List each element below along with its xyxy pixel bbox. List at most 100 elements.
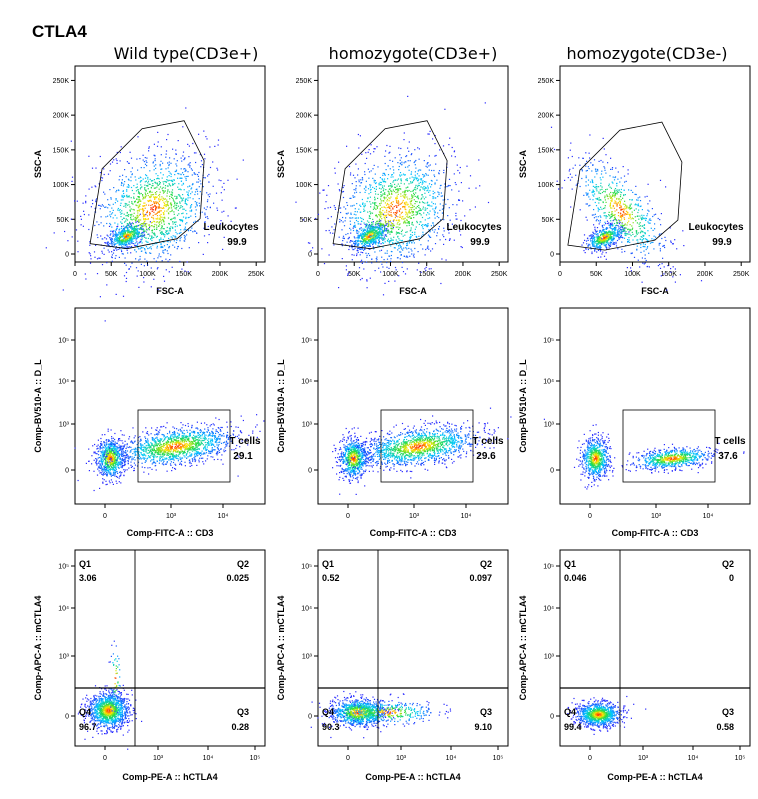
event-dot (615, 219, 617, 221)
event-dot (597, 239, 599, 241)
event-dot (399, 251, 401, 253)
event-dot (399, 159, 401, 161)
event-dot (144, 214, 146, 216)
event-dot (371, 235, 373, 237)
event-dot (166, 199, 168, 201)
event-dot (354, 222, 356, 224)
event-dot (126, 241, 128, 243)
event-dot (420, 181, 422, 183)
event-dot (440, 282, 442, 285)
event-dot (611, 181, 613, 183)
event-dot (355, 242, 357, 245)
event-dot (145, 204, 147, 206)
event-dot (597, 256, 599, 258)
event-dot (158, 200, 161, 203)
event-dot (418, 235, 420, 237)
event-dot (603, 236, 605, 238)
event-dot (143, 223, 145, 225)
event-dot (412, 190, 414, 192)
event-dot (384, 224, 386, 226)
event-dot (126, 203, 128, 205)
event-dot (640, 246, 642, 249)
event-dot (413, 217, 415, 219)
event-dot (453, 239, 455, 241)
event-dot (620, 215, 622, 217)
event-dot (630, 270, 632, 272)
event-dot (592, 236, 594, 238)
event-dot (325, 230, 327, 232)
event-dot (380, 220, 382, 222)
event-dot (421, 183, 423, 185)
event-dot (432, 208, 434, 210)
event-dot (167, 209, 169, 211)
event-dot (603, 255, 606, 257)
event-dot (159, 183, 161, 185)
event-dot (143, 232, 145, 234)
event-dot (394, 179, 396, 181)
event-dot (158, 194, 160, 196)
event-dot (383, 193, 385, 195)
event-dot (598, 230, 601, 232)
event-dot (115, 240, 117, 242)
event-dot (613, 243, 615, 245)
event-dot (130, 157, 133, 159)
event-dot (145, 195, 147, 197)
event-dot (592, 180, 594, 182)
event-dot (603, 233, 605, 235)
event-dot (613, 233, 615, 235)
event-dot (142, 195, 144, 197)
event-dot (125, 271, 128, 274)
event-dot (116, 242, 118, 244)
event-dot (368, 240, 370, 242)
event-dot (162, 246, 164, 248)
x-tick-label: 100K (624, 271, 641, 278)
event-dot (160, 246, 162, 249)
event-dot (160, 228, 162, 230)
event-dot (145, 228, 148, 230)
event-dot (133, 212, 135, 214)
event-dot (128, 195, 130, 197)
event-dot (117, 225, 119, 227)
event-dot (620, 177, 622, 179)
event-dot (181, 160, 183, 162)
y-tick-label: 250K (296, 78, 313, 85)
event-dot (124, 204, 126, 206)
event-dot (413, 253, 415, 255)
event-dot (389, 233, 391, 235)
event-dot (426, 166, 428, 168)
event-dot (165, 168, 167, 170)
event-dot (194, 191, 197, 193)
event-dot (166, 195, 168, 197)
event-dot (404, 197, 406, 199)
event-dot (164, 236, 166, 238)
event-dot (110, 216, 112, 218)
event-dot (139, 181, 141, 183)
event-dot (340, 207, 342, 209)
event-dot (420, 209, 422, 211)
event-dot (125, 176, 127, 178)
event-dot (119, 151, 121, 154)
event-dot (376, 236, 379, 238)
event-dot (629, 204, 631, 206)
event-dot (153, 203, 155, 205)
event-dot (341, 258, 343, 260)
event-dot (153, 154, 155, 156)
event-dot (402, 199, 404, 202)
event-dot (122, 196, 124, 199)
event-dot (624, 181, 626, 183)
event-dot (382, 181, 384, 183)
event-dot (391, 192, 393, 194)
event-dot (603, 238, 605, 240)
event-dot (135, 267, 138, 269)
event-dot (136, 229, 138, 231)
event-dot (342, 235, 345, 237)
event-dot (176, 197, 178, 199)
event-dot (396, 195, 398, 197)
event-dot (130, 226, 132, 228)
event-dot (611, 211, 613, 213)
event-dot (590, 235, 592, 237)
event-dot (175, 208, 177, 210)
event-dot (131, 245, 133, 248)
event-dot (143, 221, 146, 223)
event-dot (183, 174, 185, 176)
